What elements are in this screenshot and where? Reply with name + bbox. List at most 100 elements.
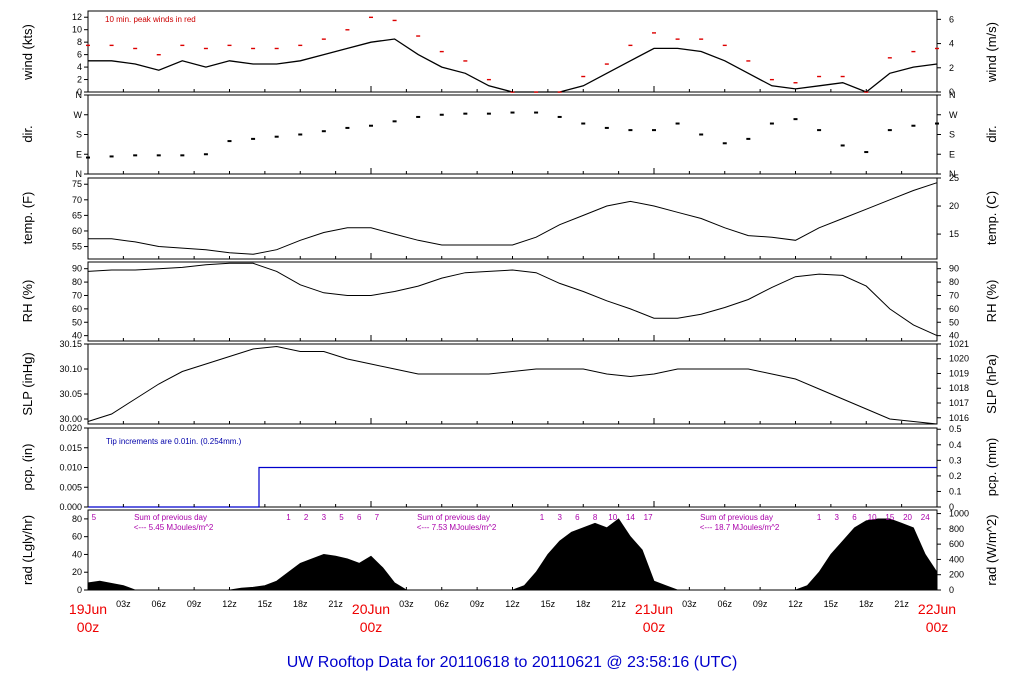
pressure-ytick-right-label: 1019	[949, 368, 969, 378]
humidity-ytick-right-label: 70	[949, 290, 959, 300]
humidity-ylabel: RH (%)	[20, 280, 35, 323]
wind-peak-point	[935, 47, 939, 50]
direction-point	[604, 126, 609, 129]
humidity-ytick-right-label: 90	[949, 264, 959, 274]
direction-point	[534, 111, 539, 114]
precipitation-ytick-label: 0.015	[59, 443, 82, 453]
radiation-ytick-label: 20	[72, 567, 82, 577]
wind-peak-point	[133, 47, 138, 50]
hour-tick-label: 18z	[859, 599, 874, 609]
radiation-ytick-label: 0	[77, 585, 82, 595]
radiation-hour-mark: 2	[304, 513, 309, 522]
wind-ylabel-right: wind (m/s)	[984, 22, 999, 83]
hour-tick-label: 15z	[258, 599, 273, 609]
hour-tick-label: 15z	[541, 599, 556, 609]
wind-peak-point	[864, 91, 869, 93]
hour-tick-label: 09z	[187, 599, 202, 609]
precipitation-ytick-right-label: 0	[949, 502, 954, 512]
wind-peak-point	[746, 60, 751, 62]
hour-tick-label: 03z	[682, 599, 697, 609]
wind-peak-point	[227, 44, 232, 47]
pressure-ytick-right-label: 1016	[949, 413, 969, 423]
direction-ytick-right-label: E	[949, 149, 955, 159]
precipitation-ytick-right-label: 0.3	[949, 455, 962, 465]
date-label-hour: 00z	[643, 619, 666, 635]
direction-point	[746, 137, 751, 140]
radiation-hour-mark: 24	[921, 513, 930, 522]
direction-point	[180, 154, 185, 157]
wind-peak-point	[274, 47, 279, 50]
humidity-panel: RH (%) RH (%)	[20, 261, 999, 342]
temperature-plot-frame	[87, 177, 938, 260]
direction-point	[887, 129, 892, 132]
humidity-ytick-right-label: 40	[949, 331, 959, 341]
radiation-hour-mark: 6	[575, 513, 580, 522]
direction-point	[486, 112, 491, 115]
wind-peak-point	[840, 75, 845, 78]
hour-tick-label: 12z	[505, 599, 520, 609]
humidity-ytick-right-label: 50	[949, 317, 959, 327]
pressure-ytick-right-label: 1017	[949, 398, 969, 408]
daily-sum-heading: Sum of previous day	[700, 513, 773, 522]
humidity-ylabel-right: RH (%)	[984, 280, 999, 323]
direction-ytick-label: S	[76, 130, 82, 140]
radiation-hour-mark: 5	[339, 513, 344, 522]
wind-peak-point	[604, 63, 609, 65]
direction-ylabel: dir.	[20, 125, 35, 142]
wind-peak-point	[581, 75, 586, 78]
radiation-hour-mark: 1	[286, 513, 291, 522]
direction-ytick-right-label: W	[949, 110, 958, 120]
wind-peak-point	[156, 54, 161, 56]
radiation-hour-mark: 20	[903, 513, 912, 522]
hour-tick-label: 03z	[116, 599, 131, 609]
hour-tick-label: 09z	[753, 599, 768, 609]
direction-point	[935, 122, 939, 125]
temperature-ytick-label: 65	[72, 210, 82, 220]
figure-title: UW Rooftop Data for 20110618 to 20110621…	[287, 654, 738, 671]
radiation-panel: rad (Lgly/hr) rad (W/m^2)	[20, 509, 999, 591]
direction-point	[911, 124, 916, 127]
pressure-ytick-label: 30.00	[59, 414, 82, 424]
wind-ytick-right-label: 2	[949, 63, 954, 73]
pressure-ylabel: SLP (inHg)	[20, 352, 35, 415]
precipitation-ytick-right-label: 0.2	[949, 471, 962, 481]
hour-tick-label: 18z	[576, 599, 591, 609]
pressure-ytick-label: 30.15	[59, 339, 82, 349]
humidity-ytick-label: 50	[72, 317, 82, 327]
direction-point	[817, 129, 822, 132]
hour-tick-label: 18z	[293, 599, 308, 609]
radiation-hour-mark: 8	[593, 513, 598, 522]
precipitation-line	[88, 466, 937, 508]
radiation-ytick-right-label: 1000	[949, 509, 969, 519]
temperature-ytick-right-label: 20	[949, 201, 959, 211]
radiation-ytick-label: 80	[72, 514, 82, 524]
wind-panel: wind (kts) wind (m/s) 10 min. peak winds…	[20, 10, 999, 93]
wind-peak-point	[203, 47, 208, 50]
direction-point	[203, 153, 208, 156]
radiation-hour-mark: 7	[375, 513, 380, 522]
hour-tick-label: 03z	[399, 599, 414, 609]
direction-point	[628, 129, 633, 132]
wind-ytick-label: 12	[72, 12, 82, 22]
temperature-ylabel-right: temp. (C)	[984, 191, 999, 245]
wind-plot-frame	[87, 10, 938, 93]
wind-speed-line	[88, 38, 938, 93]
date-label-day: 21Jun	[635, 601, 673, 617]
temperature-ytick-right-label: 25	[949, 173, 959, 183]
pressure-ytick-label: 30.10	[59, 364, 82, 374]
direction-point	[439, 113, 444, 116]
direction-point	[274, 135, 279, 138]
wind-ylabel: wind (kts)	[20, 24, 35, 81]
wind-ytick-label: 8	[77, 37, 82, 47]
humidity-ytick-right-label: 60	[949, 304, 959, 314]
direction-point	[581, 122, 586, 125]
direction-point	[133, 154, 138, 157]
radiation-ylabel: rad (Lgly/hr)	[20, 515, 35, 585]
date-label-hour: 00z	[926, 619, 949, 635]
direction-point	[416, 115, 421, 118]
hour-tick-label: 21z	[328, 599, 343, 609]
wind-peak-point	[769, 78, 774, 81]
radiation-ylabel-right: rad (W/m^2)	[984, 514, 999, 585]
hour-tick-label: 06z	[717, 599, 732, 609]
wind-peak-point	[652, 32, 656, 34]
